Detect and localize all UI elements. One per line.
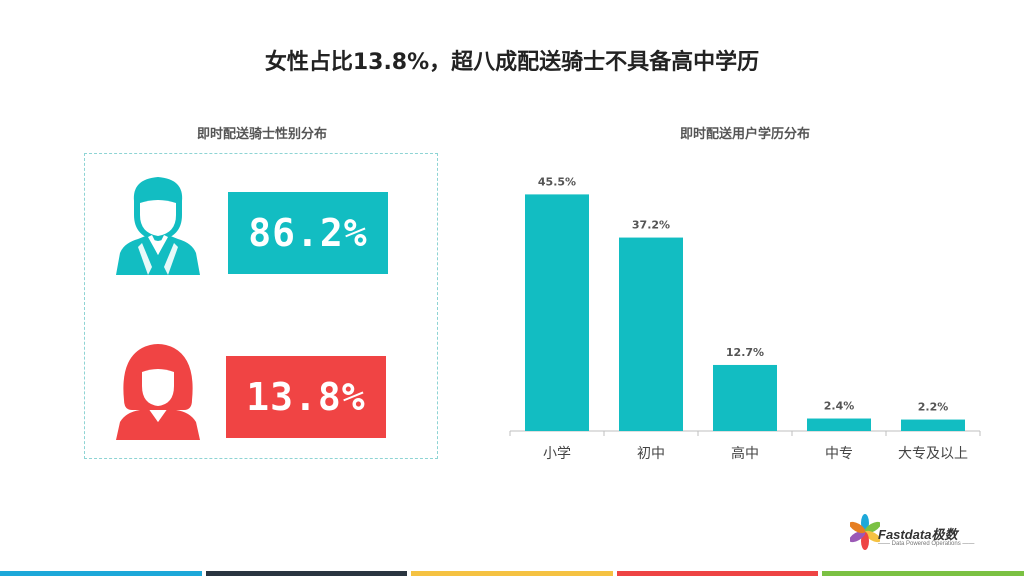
logo-tagline: —— Data Powered Operations —— (878, 541, 975, 547)
footer-color-strip (0, 571, 1024, 576)
bar-value-label: 2.2% (918, 401, 949, 414)
female-percentage: 13.8% (226, 356, 386, 438)
bar-value-label: 2.4% (824, 400, 855, 413)
gender-chart-title: 即时配送骑士性别分布 (196, 127, 327, 142)
bar-value-label: 37.2% (632, 219, 670, 232)
footer-color-segment (411, 571, 613, 576)
male-percentage: 86.2% (228, 192, 388, 274)
bar-2 (713, 364, 777, 431)
footer-color-segment (0, 571, 202, 576)
bar-0 (525, 194, 589, 431)
bar-1 (619, 237, 683, 431)
bar-value-label: 45.5% (538, 175, 576, 188)
education-chart-title: 即时配送用户学历分布 (679, 127, 810, 142)
bar-4 (901, 419, 965, 431)
footer-color-segment (205, 571, 408, 576)
x-tick-label: 高中 (731, 445, 759, 462)
fastdata-logo-icon (850, 514, 880, 550)
x-tick-label: 中专 (825, 446, 853, 462)
page-title: 女性占比13.8%，超八成配送骑士不具备高中学历 (264, 50, 760, 75)
footer-color-segment (822, 571, 1024, 576)
footer-color-segment (616, 571, 819, 576)
x-tick-label: 大专及以上 (898, 446, 968, 462)
education-bar-chart: 45.5% 小学 37.2% 初中 12.7% 高中 2.4% 中专 2.2% 大专及以上 (509, 175, 981, 462)
bar-value-label: 12.7% (726, 346, 764, 359)
x-tick-label: 初中 (637, 445, 665, 462)
female-avatar-icon (116, 344, 200, 440)
bar-3 (807, 418, 871, 431)
male-avatar-icon (116, 177, 200, 275)
gender-panel (84, 153, 438, 459)
logo-name: Fastdata极数 (878, 527, 958, 542)
x-tick-label: 小学 (543, 446, 571, 462)
